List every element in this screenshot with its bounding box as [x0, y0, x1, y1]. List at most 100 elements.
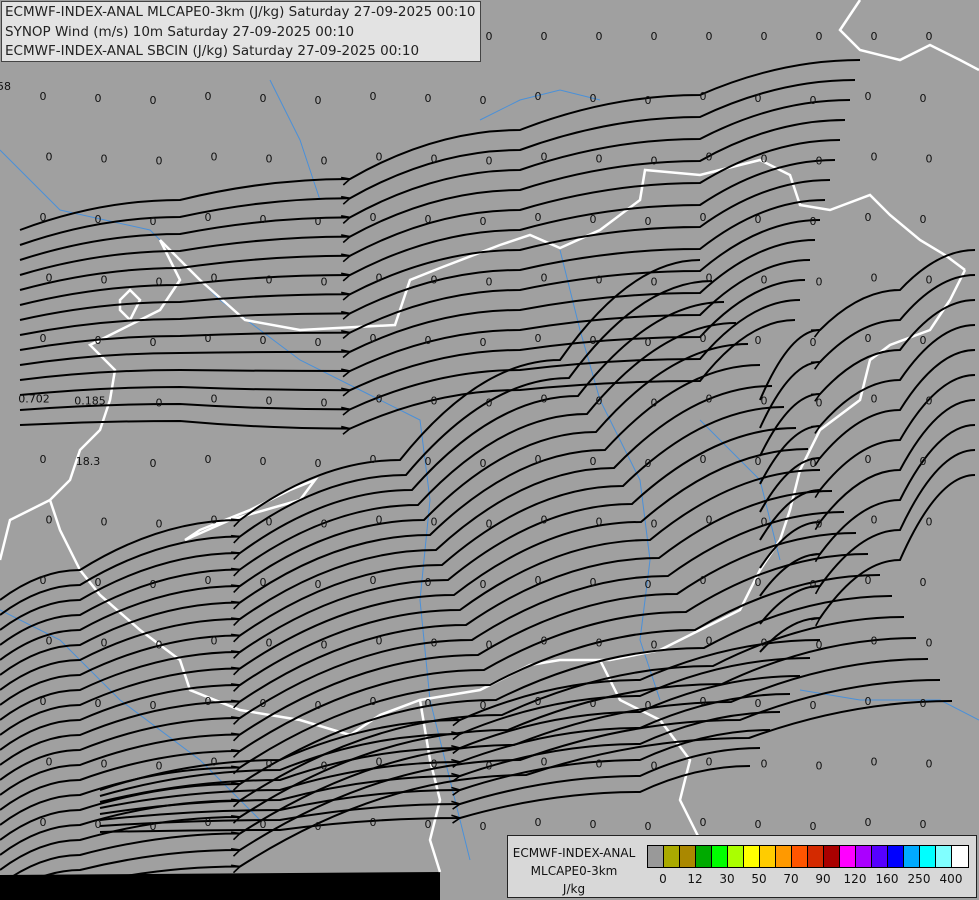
value-label: 0	[865, 816, 872, 829]
value-label: 0	[865, 90, 872, 103]
wind-streamline	[0, 532, 857, 796]
wind-streamline	[99, 765, 751, 833]
value-label: 0	[926, 395, 933, 408]
value-label: 0	[205, 332, 212, 345]
value-label: 0	[920, 334, 927, 347]
wind-arrowhead	[810, 361, 822, 370]
river	[0, 609, 261, 821]
wind-streamline	[0, 301, 725, 631]
value-label: 0	[810, 215, 817, 228]
wind-streamline	[759, 474, 976, 653]
value-label: 0	[150, 820, 157, 833]
value-label: 0	[596, 516, 603, 529]
wind-arrowhead	[341, 234, 352, 244]
value-label: 0	[920, 213, 927, 226]
value-label: 0	[535, 695, 542, 708]
legend-swatches	[647, 845, 969, 868]
legend-tick-label: 70	[783, 872, 799, 886]
legend-tick-label: 90	[815, 872, 831, 886]
wind-arrowhead	[230, 600, 242, 610]
value-label: 0	[651, 760, 658, 773]
wind-streamline	[0, 658, 929, 886]
wind-arrowhead	[810, 489, 822, 499]
river	[479, 89, 601, 121]
value-label: 0	[266, 153, 273, 166]
wind-arrowhead	[451, 744, 462, 755]
value-label: 0	[370, 816, 377, 829]
value-label: 0	[651, 639, 658, 652]
legend-swatch	[888, 846, 904, 867]
value-label: 0	[486, 155, 493, 168]
value-label: 0	[816, 397, 823, 410]
value-label: 0	[376, 393, 383, 406]
value-label: 0	[425, 455, 432, 468]
wind-streamline	[19, 239, 816, 366]
value-label: 0	[425, 697, 432, 710]
value-label: 0	[816, 155, 823, 168]
value-label: 0	[431, 516, 438, 529]
wind-streamline	[0, 364, 761, 676]
wind-arrowhead	[451, 717, 462, 727]
value-label: 0	[370, 453, 377, 466]
value-label: 0	[816, 30, 823, 43]
value-label: 0	[810, 699, 817, 712]
border-line	[418, 699, 442, 873]
value-label: 0	[700, 695, 707, 708]
value-label: 0	[321, 518, 328, 531]
value-label: 0	[645, 215, 652, 228]
value-label: 0	[535, 90, 542, 103]
wind-streamline	[19, 119, 846, 276]
value-label: 0	[535, 574, 542, 587]
value-label: 0	[645, 699, 652, 712]
wind-streamline	[0, 469, 821, 751]
wind-streamline	[759, 274, 976, 429]
legend-swatch	[664, 846, 680, 867]
value-label: 0	[541, 635, 548, 648]
wind-arrowhead	[230, 666, 242, 676]
wind-streamline	[21, 700, 953, 900]
wind-arrowhead	[230, 699, 242, 709]
value-label: 0	[321, 760, 328, 773]
value-labels: 58 0 0 0 0 0 0 0 0 0 0 0 0 0 0 0 0 0 0 0 0 0 0 0 0 0 0 0 0 0 0 0 0 0 0 0 0 0 0…	[0, 30, 933, 833]
value-label: 0	[266, 274, 273, 287]
value-label: 0	[541, 30, 548, 43]
value-label: 0	[315, 94, 322, 107]
wind-arrowhead	[341, 368, 352, 378]
value-label: 0	[95, 818, 102, 831]
value-label: 0	[376, 756, 383, 769]
value-label: 0	[95, 334, 102, 347]
wind-arrowhead	[230, 732, 242, 742]
value-label: 0	[101, 153, 108, 166]
wind-streamline	[759, 399, 976, 569]
value-label: 0	[755, 334, 762, 347]
value-label: 0	[156, 397, 163, 410]
value-label: 0	[425, 92, 432, 105]
value-label: 0	[321, 276, 328, 289]
legend-swatch	[712, 846, 728, 867]
legend-swatch	[840, 846, 856, 867]
legend-swatch	[696, 846, 712, 867]
value-label: 0	[590, 455, 597, 468]
legend-swatch	[680, 846, 696, 867]
value-label: 0	[376, 635, 383, 648]
value-label: 0	[40, 453, 47, 466]
wind-arrowhead	[230, 567, 242, 577]
value-label: 0	[101, 516, 108, 529]
wind-arrowhead	[230, 749, 242, 758]
border-line	[184, 477, 319, 542]
value-label: 0	[260, 697, 267, 710]
wind-streamline	[19, 199, 826, 336]
wind-arrowhead	[230, 584, 242, 593]
value-label: 0	[95, 576, 102, 589]
wind-arrowhead	[341, 329, 352, 339]
value-label: 0	[535, 816, 542, 829]
value-label: 0	[425, 576, 432, 589]
border-line	[0, 498, 51, 561]
legend-parameter: MLCAPE0-3km	[530, 864, 618, 878]
value-label: 0	[535, 453, 542, 466]
value-label: 0	[315, 215, 322, 228]
value-label: 0	[431, 395, 438, 408]
title-line-wind: SYNOP Wind (m/s) 10m Saturday 27-09-2025…	[5, 23, 355, 40]
